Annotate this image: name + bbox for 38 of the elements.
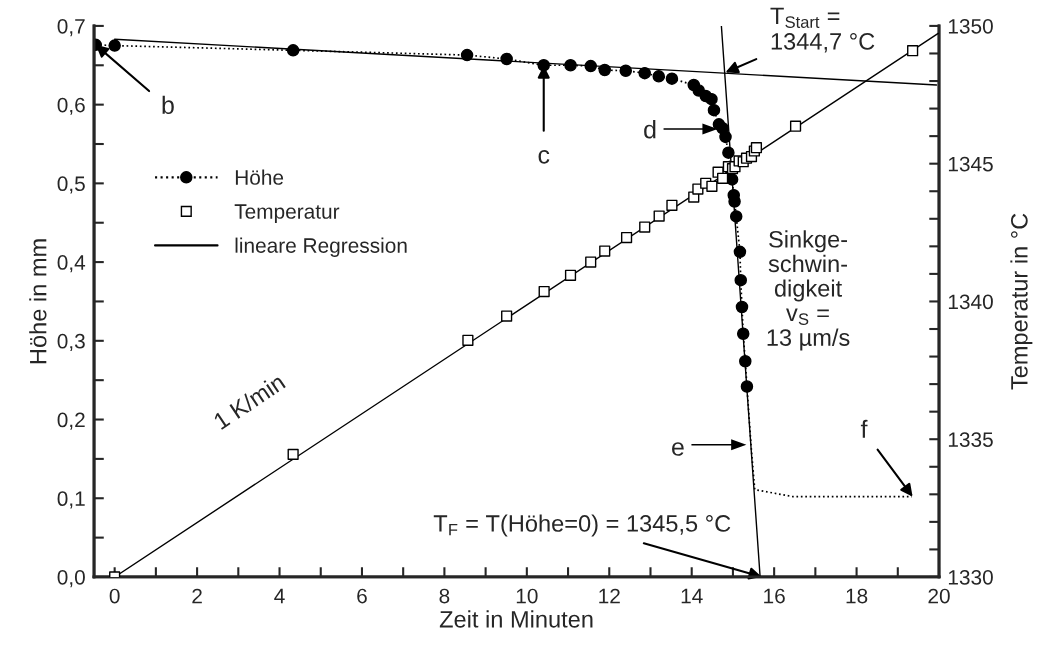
annotation: f <box>860 419 868 438</box>
legend-label: Höhe <box>235 169 284 185</box>
y2-tick-label: 1335 <box>948 432 993 447</box>
y-tick-label: 0,6 <box>57 97 85 115</box>
annotation: b <box>162 95 174 115</box>
y-tick-label: 0,1 <box>57 491 85 509</box>
y-axis-title: Höhe in mm <box>29 239 47 364</box>
y-tick-label: 0,5 <box>57 176 85 194</box>
annotation: c <box>538 149 550 164</box>
x-tick-label: 18 <box>846 588 868 604</box>
y-tick-label: 0,2 <box>57 412 85 430</box>
x-tick-label: 0 <box>109 588 120 604</box>
y2-tick-label: 1340 <box>948 294 993 310</box>
x-tick-label: 12 <box>599 588 620 604</box>
annotation: T$_{F}$ = T(Höhe=0) = 1345,5 °C <box>433 514 731 537</box>
legend-label: lineare Regression <box>235 237 407 257</box>
annotation: e <box>672 442 684 456</box>
x-axis-title: Zeit in Minuten <box>439 610 593 628</box>
y2-tick-label: 1350 <box>948 18 993 34</box>
y-tick-label: 0,4 <box>57 255 86 273</box>
x-tick-label: 4 <box>274 588 285 604</box>
x-tick-label: 20 <box>928 588 950 604</box>
y-tick-label: 0,0 <box>57 569 85 588</box>
x-tick-label: 14 <box>681 588 703 604</box>
x-tick-label: 10 <box>516 588 538 604</box>
annotation: Sinkge- schwin- digkeit v$_{S}$ = 13 µm/s <box>767 230 850 351</box>
y-tick-label: 0,3 <box>57 333 85 352</box>
legend-label: Temperatur <box>234 204 340 223</box>
y2-tick-label: 1330 <box>948 569 993 585</box>
y2-tick-label: 1345 <box>948 156 993 172</box>
y2-axis-title: Temperatur in °C <box>1010 213 1033 390</box>
x-tick-label: 8 <box>439 588 450 604</box>
x-tick-label: 6 <box>357 588 367 604</box>
y-tick-label: 0,7 <box>57 18 85 37</box>
x-tick-label: 16 <box>764 588 785 604</box>
annotation: d <box>644 120 656 139</box>
x-tick-label: 2 <box>192 588 202 604</box>
annotation: T$_{Start}$ = 1344,7 °C <box>770 7 875 53</box>
